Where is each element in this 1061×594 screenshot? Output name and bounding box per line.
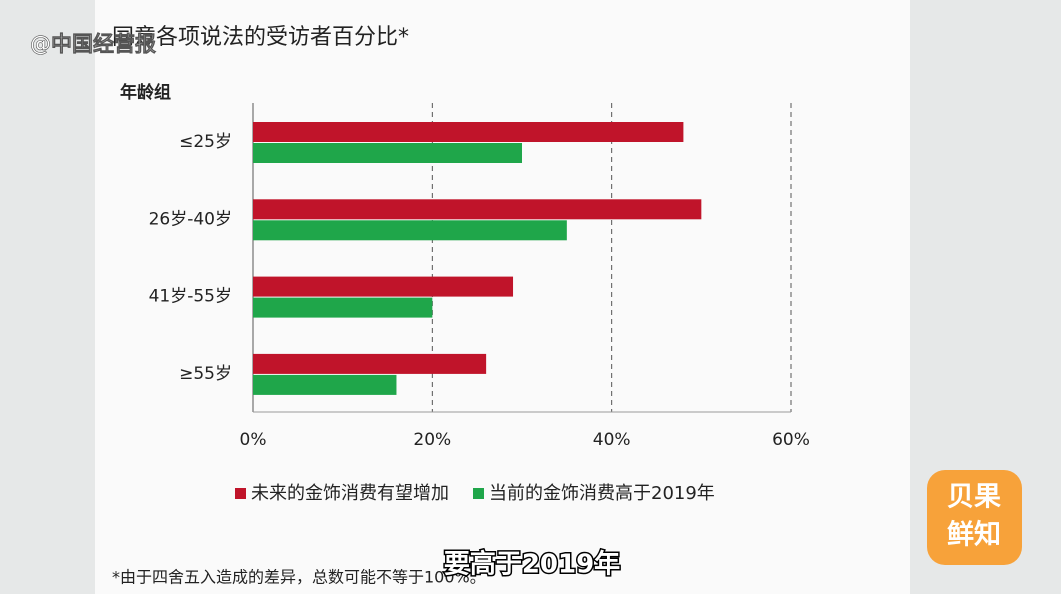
bar [253, 199, 702, 220]
x-tick-label: 0% [240, 430, 267, 450]
bar [253, 374, 397, 395]
watermark: @中国经营报 [30, 32, 156, 56]
bar [253, 297, 433, 318]
bar [253, 353, 487, 374]
x-tick-label: 20% [413, 430, 451, 450]
chart-title: 同意各项说法的受访者百分比* [112, 25, 409, 50]
x-tick-label: 60% [772, 430, 810, 450]
caption: 要高于2019年 [444, 549, 620, 580]
bar [253, 143, 522, 163]
logo-text: 贝果 [947, 482, 1001, 513]
legend-label: 未来的金饰消费有望增加 [251, 483, 449, 504]
y-tick-label: ≥55岁 [179, 364, 232, 384]
legend-label: 当前的金饰消费高于2019年 [489, 483, 715, 504]
logo [927, 470, 1022, 565]
legend-swatch [235, 488, 246, 499]
y-tick-label: ≤25岁 [179, 132, 232, 152]
logo-text: 鲜知 [947, 520, 1001, 551]
y-tick-label: 26岁-40岁 [149, 209, 232, 229]
bar [253, 276, 514, 297]
x-tick-label: 40% [593, 430, 631, 450]
bar [253, 122, 684, 142]
y-axis-label: 年龄组 [120, 82, 171, 103]
paper [95, 0, 910, 594]
legend-swatch [473, 488, 484, 499]
y-tick-label: 41岁-55岁 [149, 287, 232, 307]
bar [253, 220, 567, 241]
footnote: *由于四舍五入造成的差异，总数可能不等于100%。 [112, 568, 486, 587]
